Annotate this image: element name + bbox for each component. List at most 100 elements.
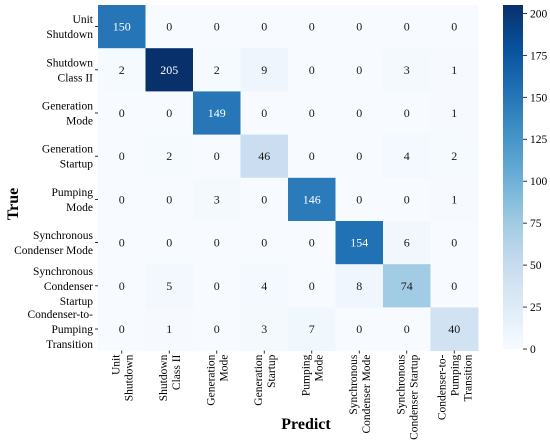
cell-value-label: 0 — [451, 20, 457, 34]
heatmap-cell — [98, 91, 146, 136]
column-tick-label: SynchronousCondenser Startup — [395, 354, 420, 440]
heatmap-cell — [145, 221, 194, 265]
row-tick-labels: Unit Shutdown Shutdown Class II Generation Mo… — [14, 14, 98, 351]
column-tick-label: UnitShutdown — [110, 354, 135, 401]
cell-value-label: 0 — [119, 236, 125, 250]
cell-value-label: 2 — [451, 149, 457, 163]
cell-value-label: 2 — [119, 63, 125, 77]
heatmap-cell — [383, 5, 431, 49]
cell-value-label: 5 — [166, 279, 172, 293]
colorbar-tick-label: 50 — [530, 260, 542, 272]
heatmap-cell — [98, 177, 146, 222]
heatmap-cell — [335, 91, 384, 136]
heatmap-cell — [335, 221, 384, 265]
cell-value-label: 40 — [448, 322, 460, 336]
heatmap-cell — [288, 91, 336, 136]
heatmap-cell — [193, 134, 241, 179]
cell-value-label: 146 — [303, 192, 321, 206]
column-tick-label: GenerationStartup — [253, 354, 278, 405]
cell-value-label: 0 — [404, 192, 410, 206]
x-axis-title: Predict — [281, 416, 331, 433]
svg-text:SynchronousCondenser Startup: SynchronousCondenser Startup — [395, 354, 420, 440]
svg-text:SynchronousCondenser Mode: SynchronousCondenser Mode — [348, 354, 373, 433]
cell-value-label: 0 — [214, 149, 220, 163]
cell-value-label: 205 — [160, 63, 178, 77]
cell-value-label: 6 — [404, 236, 410, 250]
cell-value-label: 3 — [404, 63, 410, 77]
heatmap-cell — [145, 91, 194, 136]
heatmap-cell — [430, 307, 479, 352]
cell-value-label: 0 — [451, 279, 457, 293]
heatmap-cell — [145, 264, 194, 308]
heatmap-cell — [98, 221, 146, 265]
heatmap-cell — [430, 177, 479, 222]
cell-value-label: 0 — [356, 192, 362, 206]
heatmap-cell — [240, 48, 289, 92]
heatmap-cell — [145, 177, 194, 222]
heatmap-cell — [335, 48, 384, 92]
svg-text:UnitShutdown: UnitShutdown — [110, 354, 135, 401]
cell-value-label: 0 — [356, 106, 362, 120]
cell-value-label: 3 — [261, 322, 267, 336]
heatmap-cell — [193, 264, 241, 308]
colorbar-tick-label: 125 — [530, 134, 548, 146]
cell-value-label: 0 — [214, 322, 220, 336]
heatmap-cell — [288, 221, 336, 265]
cell-value-label: 0 — [119, 106, 125, 120]
heatmap-cells — [98, 5, 479, 352]
colorbar-tick-label: 0 — [530, 344, 536, 356]
heatmap-cell — [98, 264, 146, 308]
cell-value-label: 0 — [404, 322, 410, 336]
cell-value-label: 0 — [309, 63, 315, 77]
heatmap-cell — [145, 48, 194, 92]
heatmap-cell — [288, 307, 336, 352]
heatmap-cell — [335, 264, 384, 308]
cell-value-label: 0 — [261, 236, 267, 250]
heatmap-cell — [98, 5, 146, 49]
cell-value-label: 4 — [404, 149, 410, 163]
cell-value-label: 74 — [401, 279, 413, 293]
colorbar-tick-label: 175 — [530, 50, 548, 62]
column-tick-label: ShutdownClass II — [158, 354, 183, 401]
colorbar: 0 25 50 75 100 125 150 175 200 — [503, 5, 548, 356]
row-tick-label: Generation Mode — [42, 101, 93, 128]
heatmap-cell — [288, 177, 336, 222]
cell-value-label: 9 — [261, 63, 267, 77]
cell-value-label: 0 — [309, 279, 315, 293]
heatmap-cell — [240, 177, 289, 222]
colorbar-tick-label: 25 — [530, 302, 542, 314]
heatmap-cell — [430, 48, 479, 92]
heatmap-cell — [430, 5, 479, 49]
heatmap-cell — [145, 307, 194, 352]
cell-value-label: 0 — [404, 106, 410, 120]
heatmap-cell — [193, 5, 241, 49]
heatmap-cell — [145, 5, 194, 49]
cell-value-label: 154 — [350, 236, 368, 250]
cell-value-label: 0 — [404, 20, 410, 34]
cell-value-label: 46 — [258, 149, 270, 163]
heatmap-cell — [383, 177, 431, 222]
cell-value-label: 0 — [119, 322, 125, 336]
cell-value-label: 2 — [214, 63, 220, 77]
heatmap-cell — [383, 48, 431, 92]
cell-value-label: 150 — [113, 20, 131, 34]
cell-value-label: 0 — [261, 192, 267, 206]
heatmap-cell — [430, 91, 479, 136]
cell-value-label: 0 — [261, 106, 267, 120]
cell-value-label: 149 — [208, 106, 226, 120]
cell-value-label: 1 — [451, 106, 457, 120]
cell-value-label: 0 — [309, 236, 315, 250]
row-tick-label: Synchronous Condenser Mode — [14, 230, 93, 257]
colorbar-tick-label: 100 — [530, 176, 548, 188]
heatmap-cell — [240, 5, 289, 49]
heatmap-cell — [193, 48, 241, 92]
colorbar-tick-label: 150 — [530, 92, 548, 104]
heatmap-cell — [383, 221, 431, 265]
heatmap-cell — [288, 264, 336, 308]
cell-value-label: 1 — [166, 322, 172, 336]
cell-value-label: 1 — [451, 63, 457, 77]
heatmap-cell — [288, 48, 336, 92]
heatmap-cell — [98, 307, 146, 352]
cell-value-label: 0 — [214, 279, 220, 293]
cell-value-label: 0 — [214, 236, 220, 250]
